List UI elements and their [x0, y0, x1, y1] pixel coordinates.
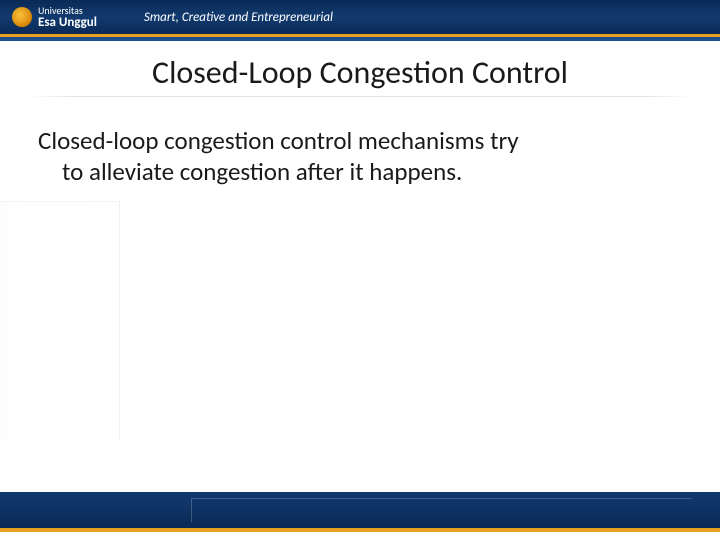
slide-body: Closed-loop congestion control mechanism…	[28, 125, 692, 188]
body-line-2: to alleviate congestion after it happens…	[38, 156, 652, 187]
footer-blue	[0, 492, 720, 528]
header-tagline: Smart, Creative and Entrepreneurial	[144, 10, 333, 25]
footer-bar	[0, 492, 720, 540]
content-area: Closed-Loop Congestion Control Closed-lo…	[0, 41, 720, 489]
footer-white	[0, 532, 720, 540]
slide-title: Closed-Loop Congestion Control	[28, 53, 692, 92]
logo-main-text: Esa Unggul	[38, 16, 97, 29]
body-line-1: Closed-loop congestion control mechanism…	[38, 125, 519, 156]
watermark-box	[0, 201, 120, 441]
logo-icon	[12, 7, 32, 27]
header-bar: Universitas Esa Unggul Smart, Creative a…	[0, 0, 720, 34]
logo-text: Universitas Esa Unggul	[38, 6, 97, 29]
title-underline	[28, 96, 692, 97]
logo-area: Universitas Esa Unggul	[12, 6, 97, 29]
